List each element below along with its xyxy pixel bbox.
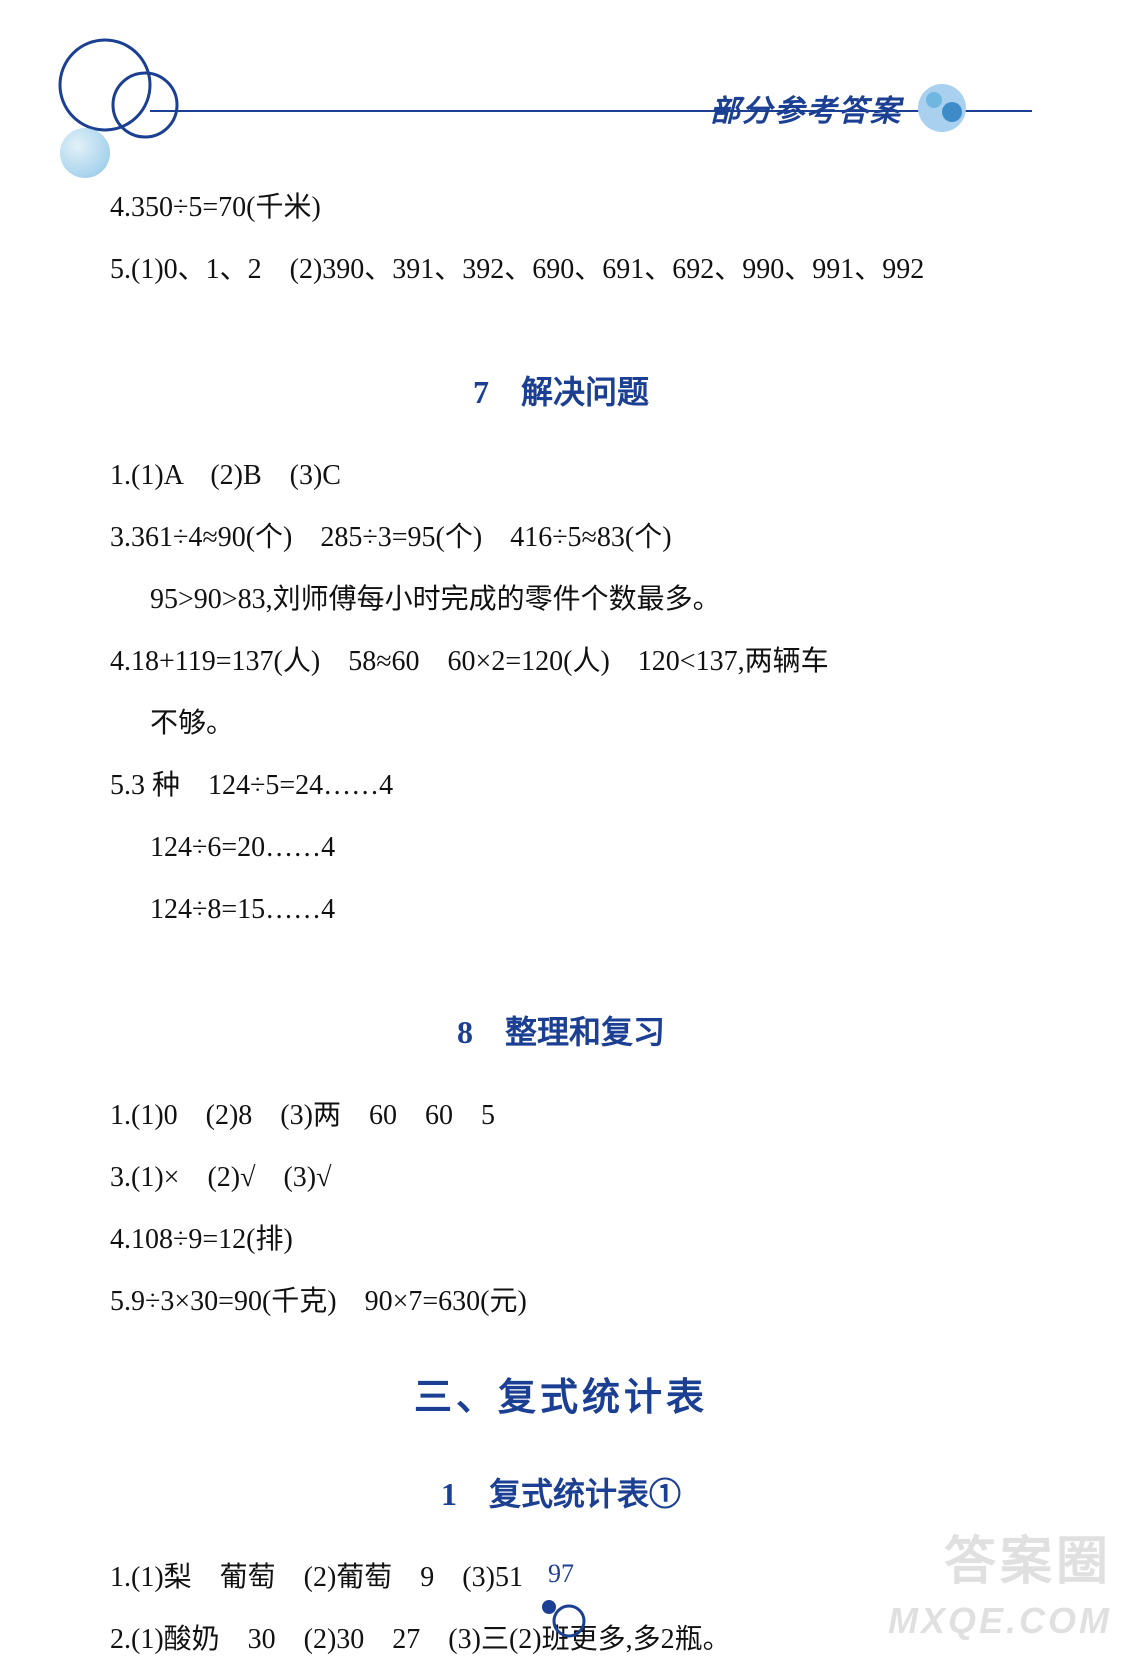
- answer-line: 124÷6=20……4: [110, 820, 1012, 876]
- section-7-title: 7 解决问题: [110, 360, 1012, 424]
- footer-circles-decoration: [531, 1589, 591, 1639]
- answer-line: 5.9÷3×30=90(千克) 90×7=630(元): [110, 1274, 1012, 1330]
- watermark-line2: MXQE.COM: [888, 1600, 1112, 1642]
- answer-line: 1.(1)0 (2)8 (3)两 60 60 5: [110, 1088, 1012, 1144]
- sub1-title-text: 1 复式统计表①: [441, 1476, 681, 1512]
- answer-line: 124÷8=15……4: [110, 882, 1012, 938]
- header-dot-ornament: [60, 128, 110, 178]
- spacer: [110, 304, 1012, 334]
- answer-line: 3.(1)× (2)√ (3)√: [110, 1150, 1012, 1206]
- header-title-box: 部分参考答案: [710, 78, 972, 138]
- page-root: 部分参考答案 4.350÷5=70(千米) 5.(1)0、1、2 (2)390、…: [0, 0, 1122, 1664]
- answer-line: 3.361÷4≈90(个) 285÷3=95(个) 416÷5≈83(个): [110, 510, 1012, 566]
- answer-line: 4.108÷9=12(排): [110, 1212, 1012, 1268]
- answer-line: 4.18+119=137(人) 58≈60 60×2=120(人) 120<13…: [110, 634, 1012, 690]
- watermark-line1: 答案圈: [944, 1519, 1112, 1594]
- spacer: [110, 944, 1012, 974]
- page-content: 4.350÷5=70(千米) 5.(1)0、1、2 (2)390、391、392…: [90, 180, 1032, 1668]
- header-mascot-icon: [912, 78, 972, 138]
- answer-line: 5.(1)0、1、2 (2)390、391、392、690、691、692、99…: [110, 242, 1012, 298]
- chapter-3-title: 三、复式统计表: [110, 1360, 1012, 1436]
- answer-line: 不够。: [110, 696, 1012, 752]
- answer-line: 95>90>83,刘师傅每小时完成的零件个数最多。: [110, 572, 1012, 628]
- answer-line: 5.3 种 124÷5=24……4: [110, 758, 1012, 814]
- section-8-title: 8 整理和复习: [110, 1000, 1012, 1064]
- chapter-3-sub1-title: 1 复式统计表①: [110, 1462, 1012, 1526]
- header-title: 部分参考答案: [710, 86, 902, 130]
- answer-line: 1.(1)A (2)B (3)C: [110, 448, 1012, 504]
- page-header: 部分参考答案: [90, 50, 1032, 140]
- answer-line: 4.350÷5=70(千米): [110, 180, 1012, 236]
